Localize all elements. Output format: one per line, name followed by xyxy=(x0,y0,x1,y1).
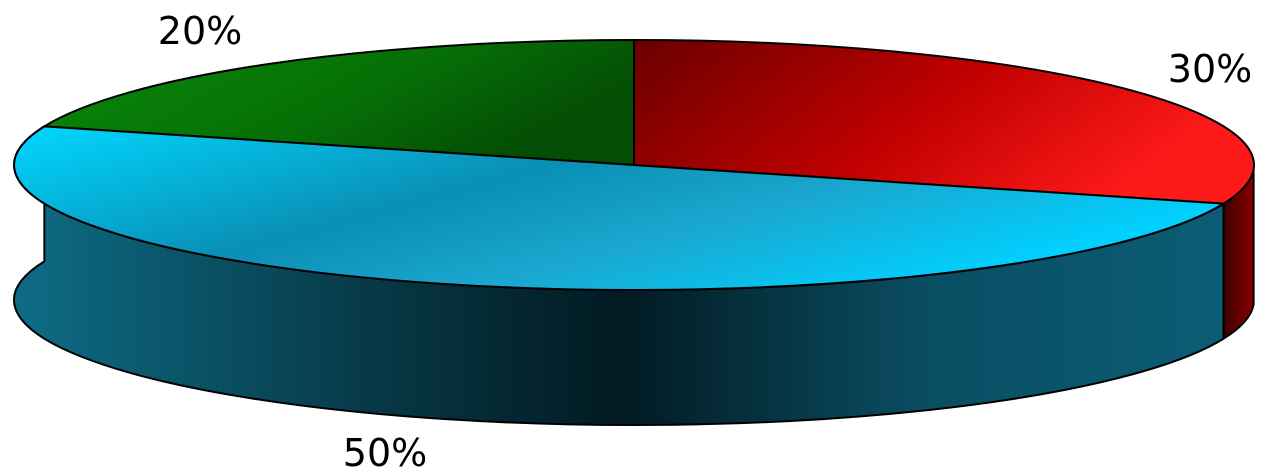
slice-label-30: 30% xyxy=(1168,47,1252,91)
slice-top-50 xyxy=(13,125,1225,291)
slice-top-30 xyxy=(633,39,1255,205)
pie-slices-group xyxy=(13,39,1255,426)
slice-top-20 xyxy=(43,39,635,166)
slice-label-50: 50% xyxy=(343,431,427,475)
pie-labels-group: 30% 50% 20% xyxy=(158,9,1252,475)
slice-label-20: 20% xyxy=(158,9,242,53)
